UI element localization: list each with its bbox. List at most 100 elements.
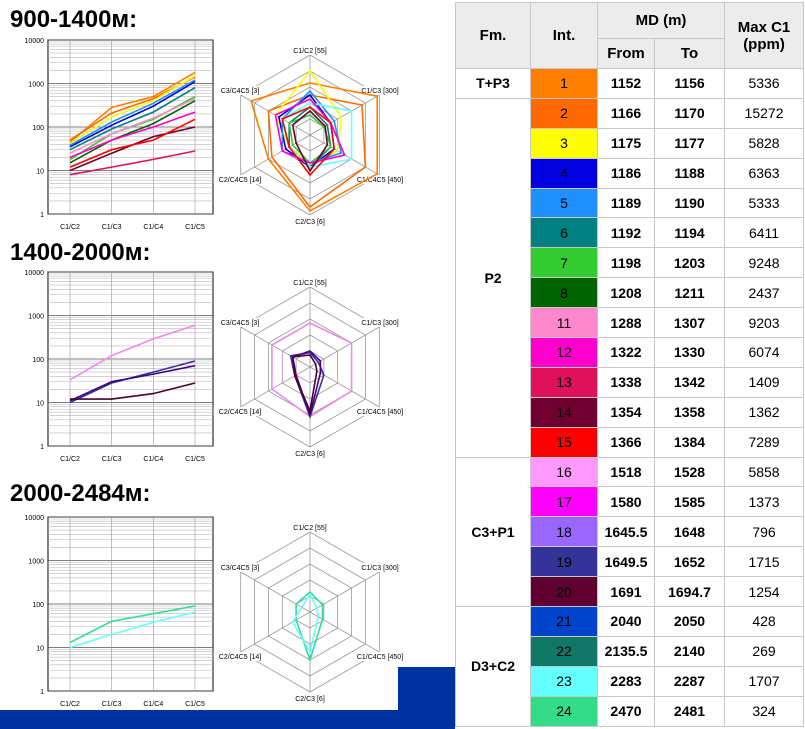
to-cell: 1194 xyxy=(653,217,726,249)
header-fm: Fm. xyxy=(455,2,531,69)
formation-cell: D3+C2 xyxy=(455,606,531,727)
radar-axis-label-bg xyxy=(289,694,331,703)
interval-cell: 1 xyxy=(530,68,598,99)
to-cell: 1170 xyxy=(653,97,726,129)
series-line xyxy=(69,100,196,164)
radar-axis-label: C3/C4C5 [3] xyxy=(221,320,260,327)
interval-cell: 21 xyxy=(530,606,598,637)
line-chart-3: C1/C2 C1/C3 C1/C4 C1/C5 10000 1000 100 10 1 xyxy=(25,515,214,708)
y-tick-label: 1000 xyxy=(28,82,44,89)
interval-cell: 5 xyxy=(530,187,598,219)
y-tick-label: 1 xyxy=(40,212,44,219)
from-cell: 1649.5 xyxy=(597,546,655,578)
radar-spoke xyxy=(240,571,311,613)
y-tick-label: 10 xyxy=(36,169,44,176)
radar-axis-label-bg xyxy=(351,652,409,661)
interval-cell: 16 xyxy=(530,456,598,488)
radar-axis-label: C2/C3 [6] xyxy=(295,219,325,226)
to-cell: 1307 xyxy=(653,307,726,339)
y-tick-label: 100 xyxy=(32,602,44,609)
table-row: T+P3 1 1152 1156 5336 xyxy=(455,68,805,99)
to-cell: 1188 xyxy=(653,157,726,189)
formation-cell: P2 xyxy=(455,97,531,458)
to-cell: 2140 xyxy=(653,635,726,667)
radar-axis-label-bg xyxy=(287,523,333,532)
series-line xyxy=(69,150,196,176)
radar-axis-label: C1/C2 [55] xyxy=(293,525,327,532)
series-line xyxy=(70,382,196,400)
max-c1-cell: 1373 xyxy=(724,486,805,518)
from-cell: 1186 xyxy=(597,157,655,189)
interval-cell: 12 xyxy=(530,337,598,368)
max-c1-cell: 796 xyxy=(724,516,805,548)
max-c1-cell: 1715 xyxy=(724,546,805,578)
table-row: 14 1354 1358 1362 xyxy=(456,396,805,428)
from-cell: 2040 xyxy=(597,606,655,637)
table-row: 13 1338 1342 1409 xyxy=(456,366,805,398)
to-cell: 1694.7 xyxy=(653,576,726,608)
radar-axis-label-bg xyxy=(351,407,409,416)
to-cell: 1652 xyxy=(653,546,726,578)
x-tick-label: C1/C4 xyxy=(143,224,163,231)
to-cell: 1177 xyxy=(653,127,726,159)
header-from: From xyxy=(597,38,655,69)
header-to: To xyxy=(653,38,726,69)
radar-axis-label-bg xyxy=(215,318,265,327)
radar-chart-2: C1/C2 [55] C1/C3 [300] C1/C4C5 [450] C2/C3 … xyxy=(213,278,409,458)
table-row: 18 1645.5 1648 796 xyxy=(456,516,805,548)
radar-axis-label-bg xyxy=(213,175,267,184)
interval-cell: 3 xyxy=(530,127,598,159)
from-cell: 2135.5 xyxy=(597,635,655,667)
series-line xyxy=(69,87,196,151)
radar-axis-label: C1/C3 [300] xyxy=(361,320,398,327)
from-cell: 1192 xyxy=(597,217,655,249)
series-line xyxy=(69,324,196,381)
table-row: 22 2135.5 2140 269 xyxy=(456,635,805,667)
from-cell: 1208 xyxy=(597,277,655,309)
y-tick-label: 10000 xyxy=(25,515,45,522)
header-max-c1: Max C1 (ppm) xyxy=(724,2,805,69)
interval-cell: 13 xyxy=(530,366,598,398)
y-tick-label: 1 xyxy=(40,689,44,696)
max-c1-cell: 269 xyxy=(724,635,805,667)
radar-axis-label: C2/C4C5 [14] xyxy=(219,177,261,184)
radar-spoke xyxy=(309,366,380,408)
radar-spoke xyxy=(309,326,380,368)
y-tick-label: 1000 xyxy=(28,559,44,566)
max-c1-cell: 2437 xyxy=(724,277,805,309)
interval-cell: 6 xyxy=(530,217,598,249)
table-row: 20 1691 1694.7 1254 xyxy=(456,576,805,608)
radar-axis-label: C1/C2 [55] xyxy=(293,280,327,287)
interval-cell: 8 xyxy=(530,277,598,309)
interval-cell: 14 xyxy=(530,396,598,428)
to-cell: 2481 xyxy=(653,695,726,727)
max-c1-cell: 1707 xyxy=(724,665,805,697)
from-cell: 1691 xyxy=(597,576,655,608)
radar-series xyxy=(267,94,367,209)
from-cell: 2283 xyxy=(597,665,655,697)
radar-axis-label: C1/C4C5 [450] xyxy=(357,177,403,184)
radar-axis-label: C2/C4C5 [14] xyxy=(219,654,261,661)
radar-axis-label: C1/C2 [55] xyxy=(293,48,327,55)
from-cell: 1152 xyxy=(597,68,655,99)
series-line xyxy=(69,75,196,145)
interval-cell: 4 xyxy=(530,157,598,189)
interval-cell: 24 xyxy=(530,695,598,727)
x-tick-label: C1/C4 xyxy=(143,456,163,463)
to-cell: 2287 xyxy=(653,665,726,697)
series-line xyxy=(69,111,196,159)
from-cell: 1518 xyxy=(597,456,655,488)
radar-chart-1: C1/C2 [55] C1/C3 [300] C1/C4C5 [450] C2/C3 … xyxy=(213,46,409,226)
x-tick-label: C1/C4 xyxy=(143,701,163,708)
radar-spoke xyxy=(309,94,380,136)
radar-series xyxy=(291,109,329,173)
radar-spoke xyxy=(240,134,311,176)
interval-cell: 11 xyxy=(530,307,598,339)
radar-axis-label: C1/C3 [300] xyxy=(361,565,398,572)
radar-axis-label: C1/C4C5 [450] xyxy=(357,409,403,416)
from-cell: 1166 xyxy=(597,97,655,129)
radar-axis-label: C2/C3 [6] xyxy=(295,451,325,458)
max-c1-cell: 9203 xyxy=(724,307,805,339)
max-c1-cell: 1362 xyxy=(724,396,805,428)
y-tick-label: 10000 xyxy=(25,38,45,45)
